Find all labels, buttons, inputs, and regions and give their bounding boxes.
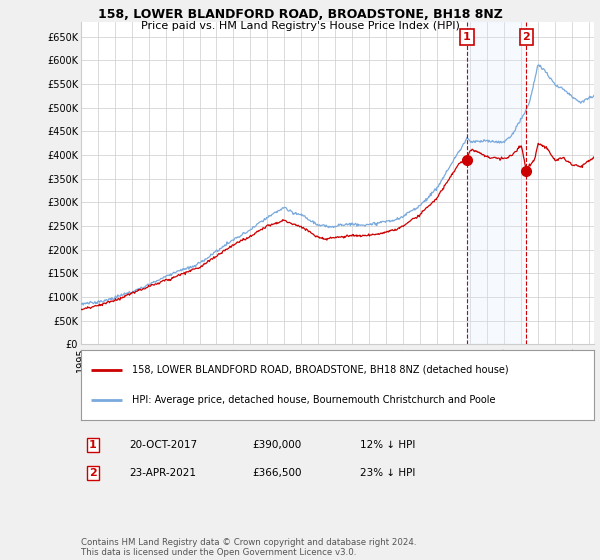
Text: 2: 2	[523, 32, 530, 42]
Text: Contains HM Land Registry data © Crown copyright and database right 2024.
This d: Contains HM Land Registry data © Crown c…	[81, 538, 416, 557]
Text: 20-OCT-2017: 20-OCT-2017	[129, 440, 197, 450]
Text: 1: 1	[463, 32, 471, 42]
Text: Price paid vs. HM Land Registry's House Price Index (HPI): Price paid vs. HM Land Registry's House …	[140, 21, 460, 31]
Text: 158, LOWER BLANDFORD ROAD, BROADSTONE, BH18 8NZ (detached house): 158, LOWER BLANDFORD ROAD, BROADSTONE, B…	[133, 365, 509, 375]
Text: 1: 1	[89, 440, 97, 450]
Text: 2: 2	[89, 468, 97, 478]
Text: 12% ↓ HPI: 12% ↓ HPI	[360, 440, 415, 450]
Text: 23% ↓ HPI: 23% ↓ HPI	[360, 468, 415, 478]
Text: £390,000: £390,000	[252, 440, 301, 450]
Text: HPI: Average price, detached house, Bournemouth Christchurch and Poole: HPI: Average price, detached house, Bour…	[133, 395, 496, 405]
Text: £366,500: £366,500	[252, 468, 302, 478]
Text: 158, LOWER BLANDFORD ROAD, BROADSTONE, BH18 8NZ: 158, LOWER BLANDFORD ROAD, BROADSTONE, B…	[98, 8, 502, 21]
Text: 23-APR-2021: 23-APR-2021	[129, 468, 196, 478]
Bar	[467, 22, 526, 344]
